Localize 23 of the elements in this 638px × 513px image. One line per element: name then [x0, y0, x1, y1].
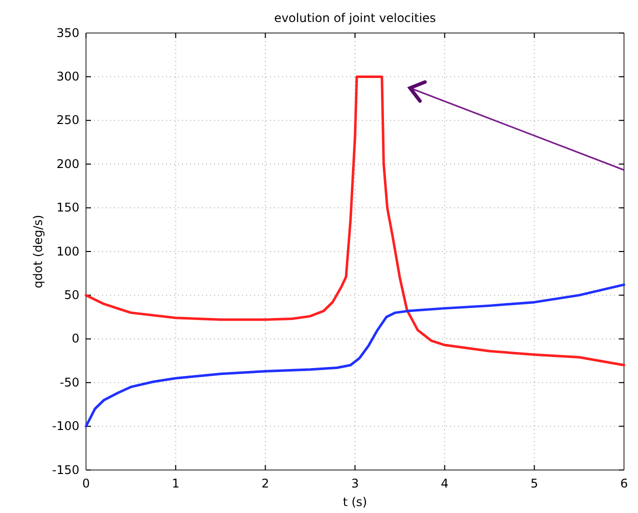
x-tick-label: 4 [440, 476, 448, 490]
x-tick-label: 0 [82, 476, 90, 490]
x-tick-label: 1 [172, 476, 180, 490]
y-tick-label: 0 [72, 332, 80, 346]
x-tick-label: 5 [530, 476, 538, 490]
x-tick-label: 6 [620, 476, 628, 490]
y-tick-label: 350 [56, 26, 80, 40]
x-tick-label: 3 [351, 476, 359, 490]
y-tick-label: 50 [64, 288, 80, 302]
y-tick-label: 200 [56, 156, 80, 171]
line-series [84, 283, 626, 428]
x-axis-title: t (s) [342, 495, 368, 509]
y-axis-title: qdot (deg/s) [31, 214, 45, 288]
chart-title: evolution of joint velocities [274, 11, 436, 25]
x-tick-label: 2 [262, 476, 270, 490]
y-tick-label: 100 [56, 244, 80, 258]
y-tick-label: -100 [52, 419, 80, 434]
y-tick-label: -150 [52, 462, 80, 477]
y-tick-label: 150 [56, 200, 80, 215]
y-tick-label: 300 [56, 70, 80, 84]
y-tick-label: -50 [60, 375, 80, 390]
line-series [84, 75, 626, 366]
y-tick-label: 250 [56, 113, 80, 128]
